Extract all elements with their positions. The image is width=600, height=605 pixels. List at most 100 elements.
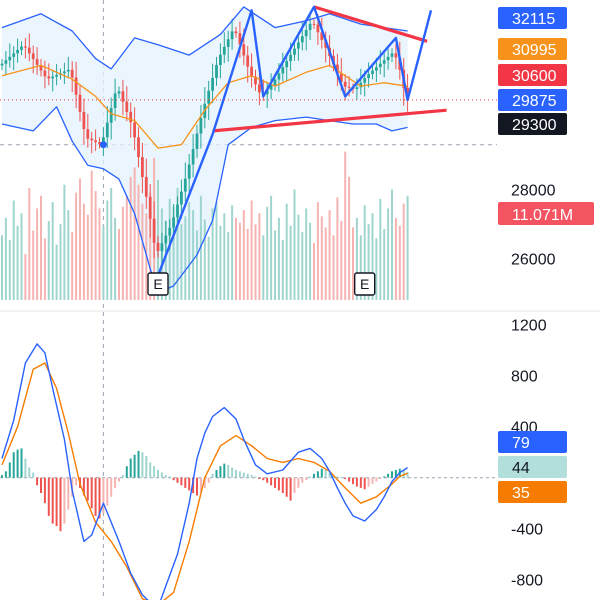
candle xyxy=(308,11,312,41)
volume-badge-text: 11.071M xyxy=(512,207,573,224)
volume-bar xyxy=(133,167,136,300)
volume-bar xyxy=(277,217,280,300)
candle-body xyxy=(55,74,58,77)
candle xyxy=(394,43,398,70)
macd-badge-bg xyxy=(498,481,567,503)
macd-histogram-bar xyxy=(297,477,300,488)
volume-bar xyxy=(141,203,144,300)
macd-histogram-bar xyxy=(86,477,89,501)
macd-histogram-bar xyxy=(211,473,214,478)
volume-bar xyxy=(114,217,117,300)
macd-histogram-bar xyxy=(137,450,140,478)
volume-bar xyxy=(359,235,362,300)
candle-body xyxy=(254,76,257,85)
macd-histogram-bar xyxy=(192,477,195,493)
macd-histogram-bar xyxy=(406,472,409,478)
macd-histogram-bar xyxy=(328,472,331,478)
red-trendline xyxy=(212,108,447,133)
earnings-marker[interactable]: E xyxy=(147,272,169,296)
earnings-marker[interactable]: E xyxy=(354,272,376,296)
candle xyxy=(82,98,86,145)
earnings-marker-box[interactable] xyxy=(354,272,376,296)
macd-histogram-bar xyxy=(266,477,269,483)
volume-bar xyxy=(28,187,31,300)
macd-histogram-bar xyxy=(180,477,183,486)
candle-body xyxy=(156,242,160,251)
volume-bar xyxy=(324,227,327,300)
candle-body xyxy=(31,53,35,60)
macd-histogram-bar xyxy=(90,477,93,509)
candle xyxy=(160,232,164,264)
candle xyxy=(94,129,97,151)
candle-body xyxy=(137,137,140,158)
macd-histogram-bar xyxy=(215,470,218,478)
candle-body xyxy=(141,157,144,177)
volume-bar xyxy=(129,176,132,300)
candle xyxy=(187,154,191,196)
candle-body xyxy=(277,73,281,80)
candle-body xyxy=(394,53,398,58)
macd-histogram-bar xyxy=(114,477,117,488)
candle xyxy=(16,38,19,63)
price-badge-bg xyxy=(498,89,567,111)
volume-bar xyxy=(301,232,304,300)
macd-histogram-bar xyxy=(4,471,7,478)
volume-bar xyxy=(16,225,19,300)
volume-bar xyxy=(180,224,183,300)
candle-body xyxy=(297,42,300,49)
volume-bar xyxy=(242,210,245,300)
macd-histogram-bar xyxy=(157,470,159,478)
volume-bar xyxy=(387,208,390,300)
price-badge-text: 30995 xyxy=(512,42,557,59)
candle xyxy=(164,220,168,252)
candle xyxy=(312,19,316,29)
candle-body xyxy=(312,23,316,25)
candle-body xyxy=(285,61,289,68)
candle xyxy=(254,69,257,91)
macd-histogram-bar xyxy=(160,472,163,478)
volume-bar xyxy=(254,224,257,300)
candle xyxy=(39,59,43,77)
candle xyxy=(250,53,253,88)
candle xyxy=(51,69,55,92)
volume-bar xyxy=(164,221,167,300)
candle xyxy=(86,113,90,148)
volume-bar xyxy=(106,200,109,300)
macd-histogram-bar xyxy=(359,477,362,488)
macd-histogram-bar xyxy=(262,477,265,481)
candle-body xyxy=(51,76,55,79)
candle xyxy=(129,102,133,138)
candle-body xyxy=(386,56,390,61)
volume-bar xyxy=(75,192,78,300)
candle-body xyxy=(4,60,8,64)
candle-body xyxy=(20,46,23,50)
macd-histogram-bar xyxy=(235,470,237,478)
volume-bar xyxy=(363,205,366,300)
volume-bar xyxy=(98,208,101,300)
candle-body xyxy=(90,138,94,141)
candle xyxy=(109,97,113,140)
macd-histogram-bar xyxy=(129,458,132,478)
volume-bar xyxy=(340,221,343,300)
macd-histogram-bar xyxy=(348,477,351,482)
macd-histogram-bar xyxy=(281,477,284,493)
macd-histogram-bar xyxy=(394,470,397,478)
candle xyxy=(152,201,156,259)
candle xyxy=(78,85,82,122)
candle-body xyxy=(258,84,261,93)
candle xyxy=(74,62,78,109)
volume-bar xyxy=(137,184,140,300)
volume-bar xyxy=(285,203,288,300)
macd-histogram-bar xyxy=(24,458,27,478)
candle-body xyxy=(129,111,133,123)
earnings-marker-box[interactable] xyxy=(147,272,169,296)
macd-histogram-bar xyxy=(36,477,39,486)
candle xyxy=(211,63,214,103)
macd-histogram-bar xyxy=(309,476,312,478)
macd-histogram-bar xyxy=(75,477,78,486)
macd-badge-text: 79 xyxy=(512,435,530,452)
candle xyxy=(234,26,238,38)
candle-body xyxy=(230,31,234,40)
